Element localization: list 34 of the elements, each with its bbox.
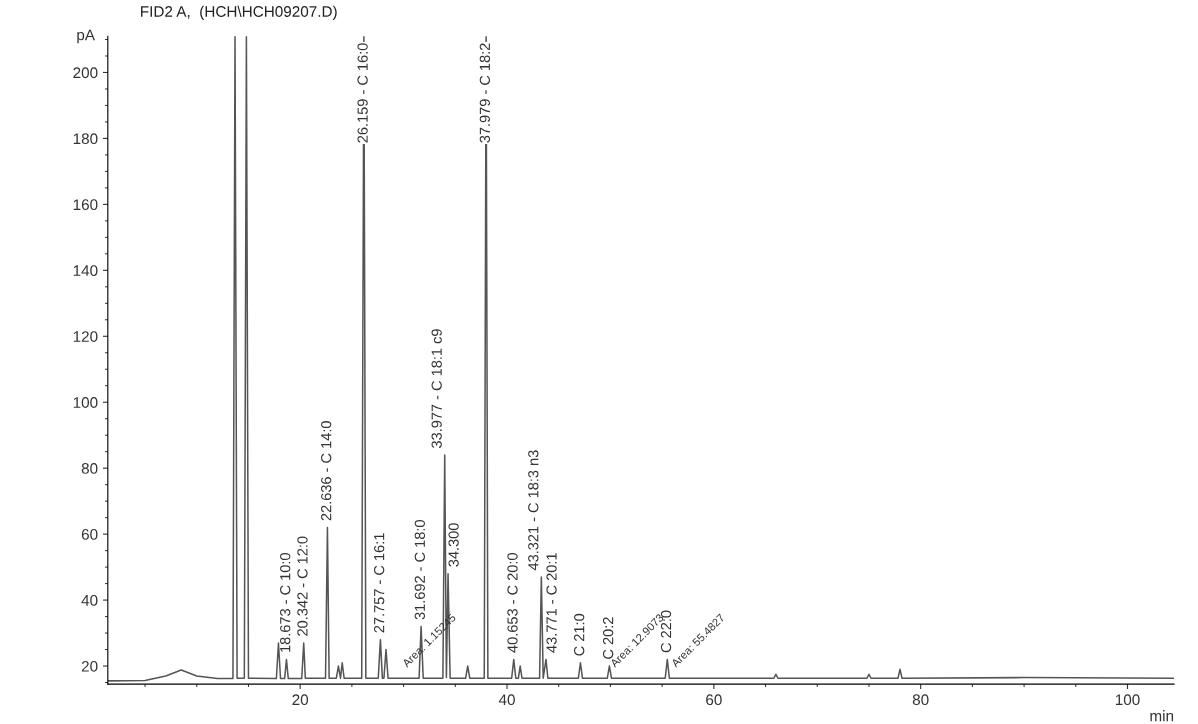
x-tick-label: 60 bbox=[706, 694, 722, 706]
x-axis-title: min bbox=[1150, 710, 1174, 722]
y-tick-label: 40 bbox=[81, 594, 98, 606]
y-tick-label: 180 bbox=[73, 133, 98, 145]
y-tick-label: 100 bbox=[73, 397, 98, 408]
y-tick-label: 200 bbox=[73, 67, 98, 79]
annotation: C 21:0 bbox=[574, 613, 585, 656]
annotation: 18.673 - C 10:0 bbox=[280, 553, 291, 652]
y-tick-label: 120 bbox=[73, 331, 98, 342]
annotation: C 22:0 bbox=[660, 610, 672, 653]
annotation: 31.692 - C 18:0 bbox=[414, 520, 425, 620]
y-tick-label: 160 bbox=[73, 199, 98, 211]
annotation: 37.979 - C 18:2 bbox=[479, 43, 491, 143]
y-tick-label: 20 bbox=[81, 660, 98, 672]
annotation: 43.771 - C 20:1 bbox=[546, 553, 557, 653]
annotation: 33.977 - C 18:1 c9 bbox=[431, 329, 442, 448]
annotation: 26.159 - C 16:0 bbox=[357, 43, 368, 143]
annotation: 20.342 - C 12:0 bbox=[297, 536, 308, 636]
y-tick-label: 60 bbox=[81, 529, 98, 540]
annotation: 40.653 - C 20:0 bbox=[507, 553, 518, 653]
annotation: 22.636 - C 14:0 bbox=[321, 421, 332, 521]
y-axis-title: pA bbox=[77, 29, 95, 44]
annotation: C 20:2 bbox=[602, 617, 614, 659]
x-tick-label: 40 bbox=[498, 694, 515, 706]
x-tick-label: 20 bbox=[292, 694, 309, 706]
annotation: 27.757 - C 16:1 bbox=[373, 533, 385, 633]
x-tick-label: 100 bbox=[1115, 694, 1140, 706]
x-tick-label: 80 bbox=[912, 694, 929, 706]
chart-title: FID2 A, (HCH\HCH09207.D) bbox=[141, 5, 337, 20]
y-tick-label: 80 bbox=[81, 463, 98, 474]
y-tick-label: 140 bbox=[73, 265, 98, 277]
line-series bbox=[107, 36, 1175, 682]
annotation: 34.300 bbox=[448, 523, 459, 567]
annotation: 43.321 - C 18:3 n3 bbox=[528, 450, 539, 571]
